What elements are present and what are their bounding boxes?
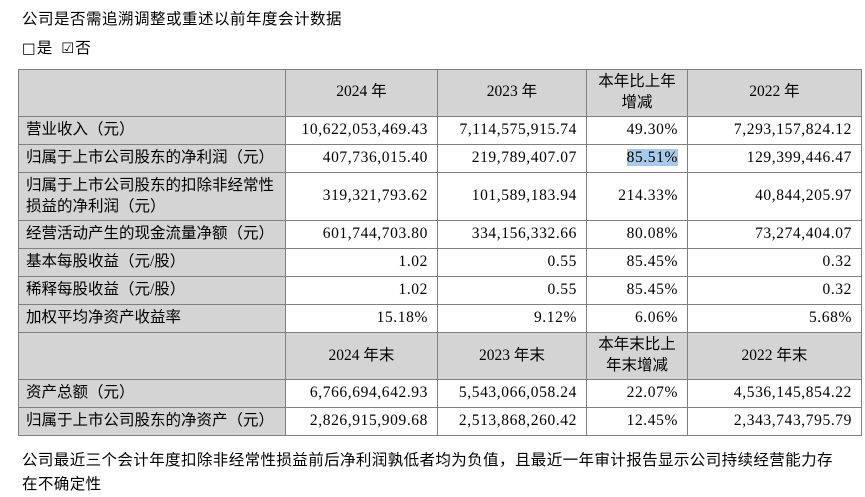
header-2023: 2023 年: [437, 68, 587, 117]
cell-year-2: 0.55: [437, 276, 587, 306]
table-row: 经营活动产生的现金流量净额（元） 601,744,703.80 334,156,33…: [18, 220, 862, 250]
checkbox-checked-icon: ☑: [61, 41, 75, 58]
header-2024-yearend: 2024 年末: [285, 332, 438, 381]
cell-change: 49.30%: [586, 115, 688, 145]
cell-change: 80.08%: [586, 220, 688, 250]
cell-year-3: 2,343,743,795.79: [687, 407, 862, 437]
header-blank-cell: [18, 68, 286, 117]
cell-change: 85.45%: [586, 248, 688, 278]
cell-year-1: 15.18%: [285, 304, 438, 334]
cell-change: 22.07%: [586, 379, 688, 409]
cell-year-2: 7,114,575,915.74: [437, 115, 587, 145]
cell-year-2: 334,156,332.66: [437, 220, 587, 250]
row-label: 稀释每股收益（元/股）: [18, 276, 286, 306]
table-row: 归属于上市公司股东的净利润（元） 407,736,015.40 219,789,40…: [18, 143, 862, 173]
row-label: 归属于上市公司股东的净资产（元）: [18, 407, 286, 437]
table-row: 稀释每股收益（元/股） 1.02 0.55 85.45% 0.32: [18, 276, 862, 306]
cell-year-1: 6,766,694,642.93: [285, 379, 438, 409]
cell-year-1: 1.02: [285, 248, 438, 278]
cell-year-1: 601,744,703.80: [285, 220, 438, 250]
cell-year-3: 73,274,404.07: [687, 220, 862, 250]
row-label: 加权平均净资产收益率: [18, 304, 286, 334]
header-yearend-change: 本年末比上 年末增减: [586, 332, 688, 381]
table-row: 归属于上市公司股东的净资产（元） 2,826,915,909.68 2,513,86…: [18, 407, 862, 437]
table-row: 基本每股收益（元/股） 1.02 0.55 85.45% 0.32: [18, 248, 862, 278]
restatement-question: 公司是否需追溯调整或重述以前年度会计数据: [22, 11, 343, 28]
header-2022-yearend: 2022 年末: [687, 332, 862, 381]
cell-year-2: 9.12%: [437, 304, 587, 334]
cell-year-1: 407,736,015.40: [285, 143, 438, 173]
row-label: 资产总额（元）: [18, 379, 286, 409]
cell-year-3: 5.68%: [687, 304, 862, 334]
table-row: 资产总额（元） 6,766,694,642.93 5,543,066,058.24 2…: [18, 379, 862, 409]
cell-year-2: 2,513,868,260.42: [437, 407, 587, 437]
row-label: 基本每股收益（元/股）: [18, 248, 286, 278]
footnote-text: 公司最近三个会计年度扣除非经常性损益前后净利润孰低者均为负值，且最近一年审计报告…: [22, 452, 833, 494]
header-yoy-change: 本年比上年 增减: [586, 68, 688, 117]
header-2022: 2022 年: [687, 68, 862, 117]
financial-summary-table: 2024 年 2023 年 本年比上年 增减 2022 年 营业收入（元） 10,…: [18, 68, 862, 437]
table-row: 加权平均净资产收益率 15.18% 9.12% 6.06% 5.68%: [18, 304, 862, 334]
cell-change: 85.51%: [586, 143, 688, 173]
cell-year-2: 219,789,407.07: [437, 143, 587, 173]
cell-year-1: 10,622,053,469.43: [285, 115, 438, 145]
row-label: 归属于上市公司股东的扣除非经常性损益的净利润（元）: [18, 171, 286, 222]
cell-year-1: 319,321,793.62: [285, 171, 438, 222]
row-label: 营业收入（元）: [18, 115, 286, 145]
cell-year-2: 0.55: [437, 248, 587, 278]
table-row: 营业收入（元） 10,622,053,469.43 7,114,575,915.74…: [18, 115, 862, 145]
header-2024: 2024 年: [285, 68, 438, 117]
cell-change: 12.45%: [586, 407, 688, 437]
cell-year-2: 101,589,183.94: [437, 171, 587, 222]
cell-year-3: 40,844,205.97: [687, 171, 862, 222]
cell-year-2: 5,543,066,058.24: [437, 379, 587, 409]
cell-year-3: 0.32: [687, 276, 862, 306]
header-blank-cell: [18, 332, 286, 381]
cell-year-3: 4,536,145,854.22: [687, 379, 862, 409]
selection-highlight: 85.51%: [626, 148, 678, 166]
cell-year-3: 0.32: [687, 248, 862, 278]
cell-year-3: 129,399,446.47: [687, 143, 862, 173]
cell-change: 214.33%: [586, 171, 688, 222]
header-2023-yearend: 2023 年末: [437, 332, 587, 381]
table-header-annual: 2024 年 2023 年 本年比上年 增减 2022 年: [18, 68, 862, 117]
table-row: 归属于上市公司股东的扣除非经常性损益的净利润（元） 319,321,793.62 1…: [18, 171, 862, 222]
row-label: 经营活动产生的现金流量净额（元）: [18, 220, 286, 250]
cell-year-1: 2,826,915,909.68: [285, 407, 438, 437]
option-no: ☑否: [61, 40, 91, 57]
row-label: 归属于上市公司股东的净利润（元）: [18, 143, 286, 173]
cell-year-3: 7,293,157,824.12: [687, 115, 862, 145]
restatement-answer: □是 ☑否: [22, 39, 845, 58]
option-yes-label: 是: [36, 40, 53, 58]
option-no-label: 否: [75, 40, 91, 58]
cell-change: 85.45%: [586, 276, 688, 306]
cell-change: 6.06%: [586, 304, 688, 334]
cell-year-1: 1.02: [285, 276, 438, 306]
table-header-yearend: 2024 年末 2023 年末 本年末比上 年末增减 2022 年末: [18, 332, 862, 381]
option-yes: □是: [22, 40, 52, 57]
checkbox-unchecked-icon: □: [22, 41, 36, 58]
